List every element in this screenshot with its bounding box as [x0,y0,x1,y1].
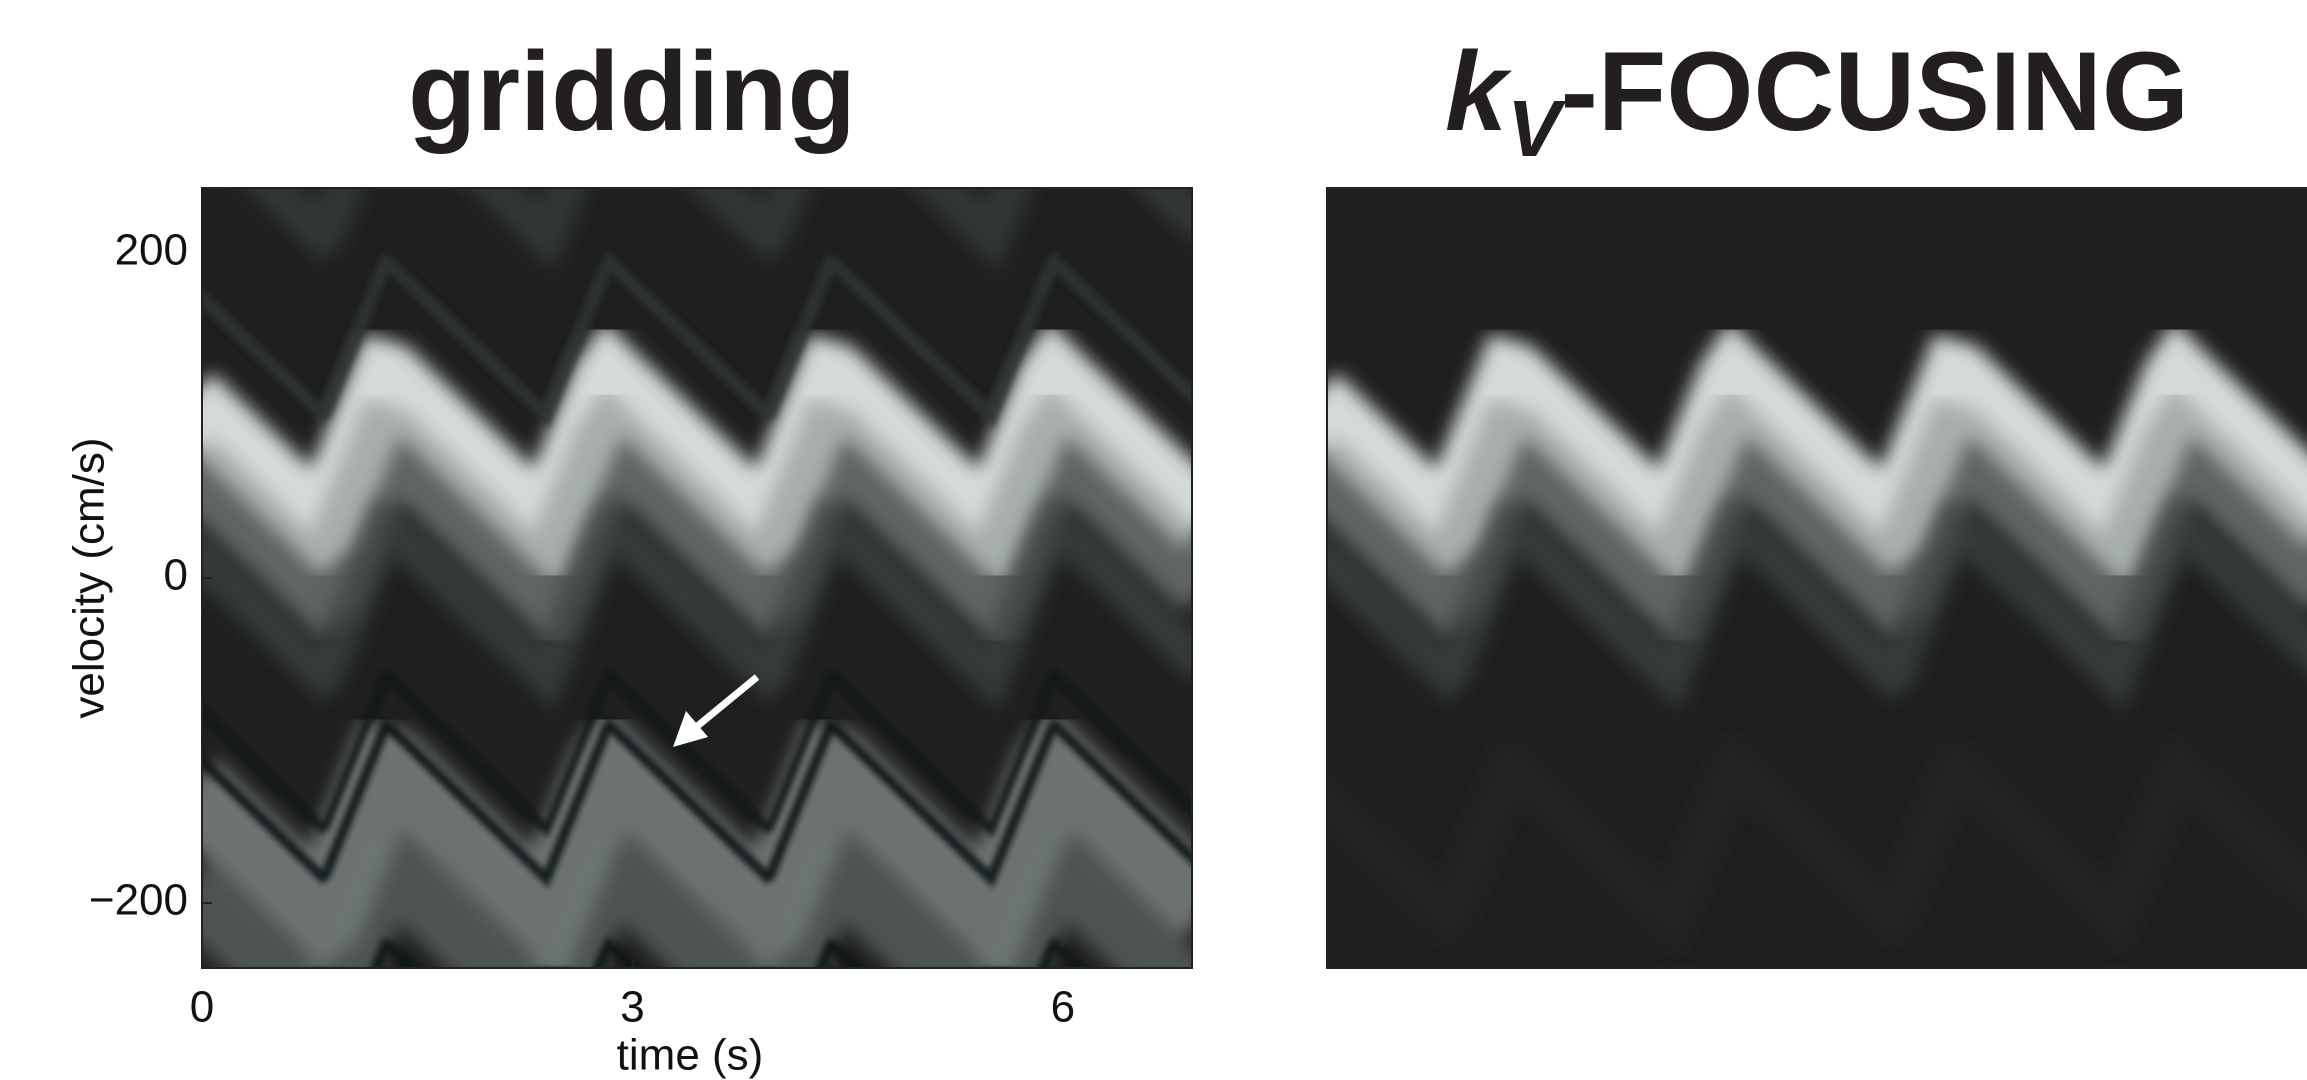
image-texture [202,670,1192,837]
image-area [1327,188,2307,968]
image-texture [202,251,1192,428]
title-part: -FOCUSING [1561,29,2189,154]
arrow-head [673,711,708,747]
x-tick-label: 6 [1051,983,1075,1032]
plot-frame [1326,187,2307,969]
y-tick-label: 200 [115,226,188,275]
x-axis-label: time (s) [617,1031,764,1080]
y-tick-label: −200 [89,876,188,925]
arrow-shaft [692,674,760,731]
image-texture [1327,734,2307,955]
image-texture [1327,491,2307,711]
panel-title: gridding [408,29,856,154]
y-tick-label: 0 [164,551,188,600]
image-texture [202,717,1192,888]
image-texture [202,386,1192,656]
x-tick-label: 3 [620,983,644,1032]
image-texture [202,491,1192,711]
image-texture [202,808,1192,968]
panel-title: kV-FOCUSING [1445,29,2189,173]
title-part: k [1445,29,1512,154]
image-texture [202,703,1192,968]
image-texture [1327,386,2307,656]
image-area [202,188,1192,968]
y-axis-label: velocity (cm/s) [65,437,114,718]
title-part: V [1507,84,1566,173]
x-tick-label: 0 [190,983,214,1032]
